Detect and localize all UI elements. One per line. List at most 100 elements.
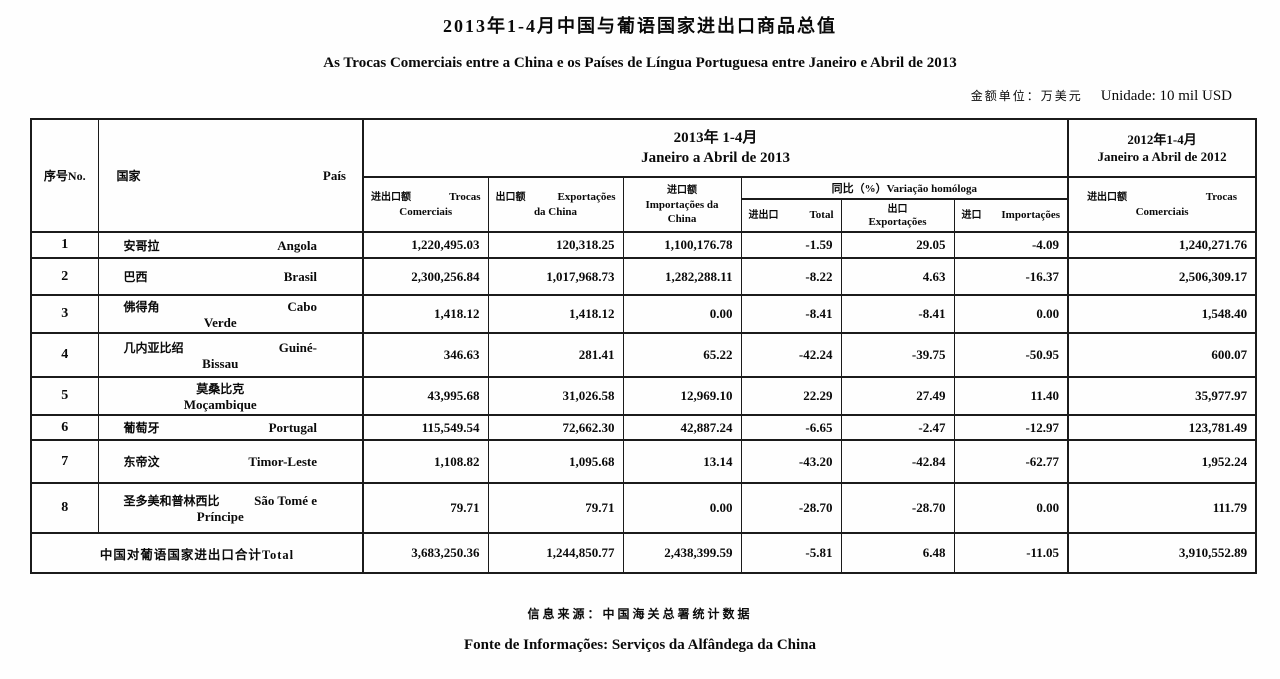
var-imp-value: -50.95 [953,332,1070,378]
var-imp-value: -12.97 [953,414,1070,441]
header-row-periods: 序号No. 国家 País 2013年 1-4月 Janeiro a Abril… [30,118,1257,233]
country-cn: 圣多美和普林西比 [123,494,220,508]
country-pt-line2: Príncipe [196,509,244,524]
var-total-value: 22.29 [740,376,842,416]
row-no: 7 [30,439,99,484]
var-exp-value: -42.84 [840,439,955,484]
unit-note-cn: 金额单位：万美元 [970,89,1083,103]
var-exp-value: -28.70 [840,482,955,534]
var-exp-value: 4.63 [840,257,955,296]
var-total-value: -28.70 [740,482,842,534]
col-header-trocas-pt1: Trocas [449,191,481,203]
importacoes-value: 0.00 [622,482,742,534]
exportacoes-value: 79.71 [487,482,624,534]
trocas-2012-value: 2,506,309.17 [1067,257,1257,296]
col-header-var-exp-pt: Exportações [868,215,927,228]
trocas-2012-value: 1,952.24 [1067,439,1257,484]
col-header-trocas-cn: 进出口额 [371,192,411,203]
exportacoes-total: 1,244,850.77 [487,532,624,574]
col-header-var-exp: 出口 Exportações [840,198,955,233]
var-imp-value: -62.77 [953,439,1070,484]
header-row-variacao-split: 进出口 Total 出口 Exportações 进口 Importações [31,198,1256,233]
var-total-value: -8.41 [740,294,842,334]
importacoes-value: 65.22 [622,332,742,378]
col-header-var-exp-cn: 出口 [887,203,908,215]
country-cn: 几内亚比绍 [123,341,184,355]
col-header-trocas-2013: 进出口额 Trocas Comerciais [362,176,489,233]
source-note-cn: 信息来源：中国海关总署统计数据 [527,607,753,621]
trocas-2013-value: 1,108.82 [362,439,489,484]
importacoes-total: 2,438,399.59 [622,532,742,574]
col-header-trocas-2012-cn: 进出口额 [1087,192,1128,203]
col-header-variacao: 同比（%）Variação homóloga [740,176,1070,200]
trocas-2012-value: 1,240,271.76 [1067,231,1257,259]
col-header-country-cn: 国家 [116,169,141,183]
country-cell: 圣多美和普林西比 São Tomé e Príncipe [97,482,364,534]
table-row-total: 中国对葡语国家进出口合计Total 3,683,250.36 1,244,850… [30,532,1257,574]
var-imp-value: 0.00 [953,482,1070,534]
var-imp-value: -16.37 [953,257,1070,296]
exportacoes-value: 1,017,968.73 [487,257,624,296]
row-no: 6 [30,414,99,441]
country-cn: 葡萄牙 [123,421,160,435]
row-no: 4 [30,332,99,378]
unit-note: 金额单位：万美元 Unidade: 10 mil USD [0,87,1280,105]
row-no: 3 [30,294,99,334]
country-cn: 东帝汶 [123,455,160,469]
var-total-value: -8.22 [740,257,842,296]
col-header-importacoes: 进口额 Importações da China [622,176,742,233]
col-header-period-2013: 2013年 1-4月 Janeiro a Abril de 2013 [362,118,1070,178]
trade-table: 序号No. 国家 País 2013年 1-4月 Janeiro a Abril… [30,118,1258,574]
trocas-2013-total: 3,683,250.36 [362,532,489,574]
importacoes-value: 1,100,176.78 [622,231,742,259]
var-exp-value: -8.41 [840,294,955,334]
unit-note-pt: Unidade: 10 mil USD [1100,88,1232,104]
col-header-exportacoes-cn: 出口额 [495,192,526,203]
var-imp-value: 11.40 [953,376,1070,416]
country-pt: Cabo [287,299,317,314]
page-subtitle: As Trocas Comerciais entre a China e os … [323,55,957,71]
period-2012-pt: Janeiro a Abril de 2012 [1097,149,1227,164]
row-no: 1 [30,231,99,259]
country-cn: 安哥拉 [123,238,160,253]
table-row-angola: 1 安哥拉 Angola 1,220,495.03 120,318.25 1,10… [30,231,1257,259]
trocas-2012-value: 111.79 [1067,482,1257,534]
trocas-2012-total: 3,910,552.89 [1067,532,1257,574]
country-cn: 巴西 [123,270,148,284]
var-imp-total: -11.05 [953,532,1070,574]
row-no: 8 [30,482,99,534]
trocas-2013-value: 1,220,495.03 [362,231,489,259]
col-header-exportacoes-pt2: da China [533,206,578,218]
trocas-2013-value: 346.63 [362,332,489,378]
trocas-2013-value: 79.71 [362,482,489,534]
importacoes-value: 13.14 [622,439,742,484]
col-header-exportacoes: 出口额 Exportações da China [487,176,624,233]
country-cell: 安哥拉 Angola [97,231,364,259]
page-title: 2013年1-4月中国与葡语国家进出口商品总值 [443,16,837,36]
trocas-2013-value: 43,995.68 [362,376,489,416]
var-total-value: -42.24 [740,332,842,378]
table-row-sao-tome: 8 圣多美和普林西比 São Tomé e Príncipe 79.71 79.7… [30,482,1257,534]
trocas-2013-value: 115,549.54 [362,414,489,441]
total-label: 中国对葡语国家进出口合计Total [30,532,364,574]
trocas-2012-value: 35,977.97 [1067,376,1257,416]
country-pt: São Tomé e [254,493,317,508]
table-row-mocambique: 5 莫桑比克 Moçambique 43,995.68 31,026.58 12… [30,376,1257,416]
period-2013-cn: 2013年 1-4月 [673,130,758,146]
col-header-no: 序号No. [30,118,99,233]
trocas-2013-value: 1,418.12 [362,294,489,334]
importacoes-value: 42,887.24 [622,414,742,441]
country-pt: Portugal [268,420,317,435]
country-pt: Angola [277,237,317,253]
col-header-importacoes-cn: 进口额 [667,184,697,196]
col-header-trocas-2012: 进出口额 Trocas Comerciais [1067,176,1257,233]
trocas-2012-value: 1,548.40 [1067,294,1257,334]
col-header-var-total: 进出口 Total [740,198,842,233]
var-total-total: -5.81 [740,532,842,574]
country-cell: 几内亚比绍 Guiné- Bissau [97,332,364,378]
country-cell: 佛得角 Cabo Verde [97,294,364,334]
exportacoes-value: 72,662.30 [487,414,624,441]
country-cn: 莫桑比克 [196,382,245,396]
period-2012-cn: 2012年1-4月 [1127,132,1197,147]
